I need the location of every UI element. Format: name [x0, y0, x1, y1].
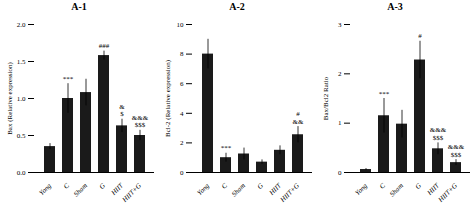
svg-text:Bcl-2 (Relative expression): Bcl-2 (Relative expression) [164, 59, 172, 137]
svg-text:Sham: Sham [388, 182, 405, 199]
svg-text:#: # [418, 32, 422, 40]
svg-text:HIIT+G: HIIT+G [120, 182, 143, 204]
svg-text:G: G [256, 182, 265, 191]
svg-text:4: 4 [180, 110, 184, 118]
svg-text:1.0: 1.0 [17, 95, 26, 103]
svg-text:***: *** [221, 144, 232, 152]
svg-text:***: *** [379, 90, 390, 98]
svg-text:C: C [378, 181, 387, 190]
svg-text:0: 0 [338, 169, 342, 177]
svg-text:#&&: #&& [293, 110, 304, 126]
svg-text:###: ### [99, 42, 110, 50]
svg-text:C: C [62, 181, 71, 190]
svg-text:0: 0 [180, 169, 184, 177]
svg-text:2: 2 [338, 70, 342, 78]
svg-text:0.0: 0.0 [17, 169, 26, 177]
html-text:A-1: A-1 [71, 1, 87, 12]
svg-text:Bax/Bcl2 Ratio: Bax/Bcl2 Ratio [322, 76, 330, 120]
svg-text:2.0: 2.0 [17, 21, 26, 29]
svg-text:10: 10 [177, 21, 185, 29]
svg-text:1: 1 [338, 119, 342, 127]
svg-text:G: G [98, 182, 107, 191]
svg-text:&&&$$$: &&&$$$ [132, 114, 149, 130]
html-text:A-3: A-3 [387, 1, 403, 12]
svg-text:8: 8 [180, 50, 184, 58]
svg-text:1.5: 1.5 [17, 58, 26, 66]
svg-text:2: 2 [180, 139, 184, 147]
svg-text:Yong: Yong [38, 181, 54, 197]
svg-text:HIIT+G: HIIT+G [436, 182, 459, 204]
svg-text:G: G [414, 182, 423, 191]
svg-text:Bax (Relative expression): Bax (Relative expression) [6, 61, 14, 134]
svg-text:Sham: Sham [72, 182, 89, 199]
svg-text:C: C [220, 181, 229, 190]
svg-text:Sham: Sham [230, 182, 247, 199]
svg-text:Yong: Yong [354, 181, 370, 197]
svg-text:&$: &$ [119, 103, 125, 119]
svg-text:3: 3 [338, 21, 342, 29]
svg-text:6: 6 [180, 80, 184, 88]
svg-text:***: *** [63, 75, 74, 83]
svg-text:0.5: 0.5 [17, 132, 26, 140]
svg-text:Yong: Yong [196, 181, 212, 197]
svg-text:&&&$$$: &&&$$$ [430, 126, 447, 142]
html-text:A-2: A-2 [229, 1, 245, 12]
svg-text:&&&$$$: &&&$$$ [448, 143, 465, 159]
svg-text:HIIT+G: HIIT+G [278, 182, 301, 204]
